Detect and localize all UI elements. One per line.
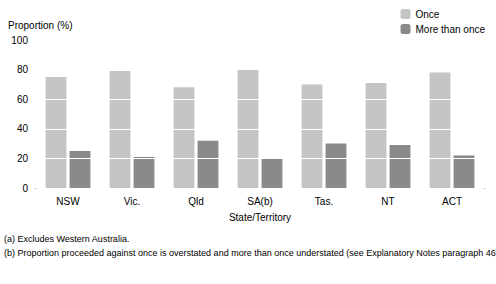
- svg-text:SA(b): SA(b): [247, 196, 273, 207]
- svg-text:State/Territory: State/Territory: [229, 212, 291, 223]
- svg-text:NSW: NSW: [56, 196, 80, 207]
- svg-text:0: 0: [22, 183, 28, 194]
- svg-text:Proportion (%): Proportion (%): [8, 20, 72, 31]
- svg-text:60: 60: [17, 94, 29, 105]
- svg-text:40: 40: [17, 123, 29, 134]
- svg-text:Once: Once: [416, 9, 440, 20]
- svg-text:100: 100: [11, 35, 28, 46]
- svg-text:20: 20: [17, 153, 29, 164]
- svg-text:Vic.: Vic.: [124, 196, 141, 207]
- svg-text:ACT: ACT: [442, 196, 462, 207]
- svg-text:80: 80: [17, 64, 29, 75]
- svg-text:NT: NT: [381, 196, 394, 207]
- svg-text:(b) Proportion proceeded again: (b) Proportion proceeded against once is…: [4, 248, 496, 258]
- svg-text:More than once: More than once: [416, 24, 486, 35]
- svg-text:Qld: Qld: [188, 196, 204, 207]
- svg-text:(a) Excludes Western Australia: (a) Excludes Western Australia.: [4, 234, 129, 244]
- svg-text:Tas.: Tas.: [315, 196, 333, 207]
